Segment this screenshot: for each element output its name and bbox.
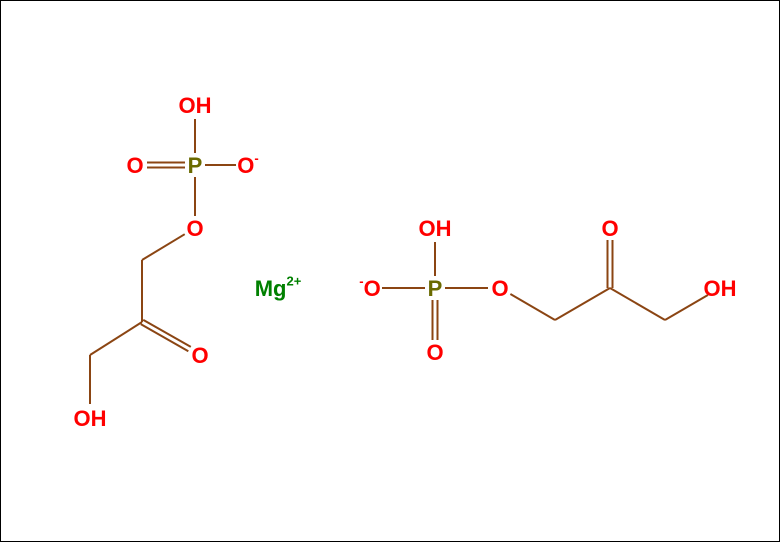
atom-label: OH (179, 93, 212, 118)
atom-label: O (186, 216, 203, 241)
atom-label: O (191, 343, 208, 368)
canvas-border (1, 1, 780, 542)
atom-label: OH (419, 216, 452, 241)
atom-label: P (188, 153, 203, 178)
atom-label: O (601, 216, 618, 241)
atom-label: O (491, 276, 508, 301)
molecule-diagram: OHPOO-OOOHOHP-OOOOOHMg2+ (0, 0, 780, 542)
atom-label: OH (74, 406, 107, 431)
atom-label: O (126, 153, 143, 178)
atom-label: O (426, 340, 443, 365)
atom-label: P (428, 276, 443, 301)
atom-label: OH (704, 276, 737, 301)
